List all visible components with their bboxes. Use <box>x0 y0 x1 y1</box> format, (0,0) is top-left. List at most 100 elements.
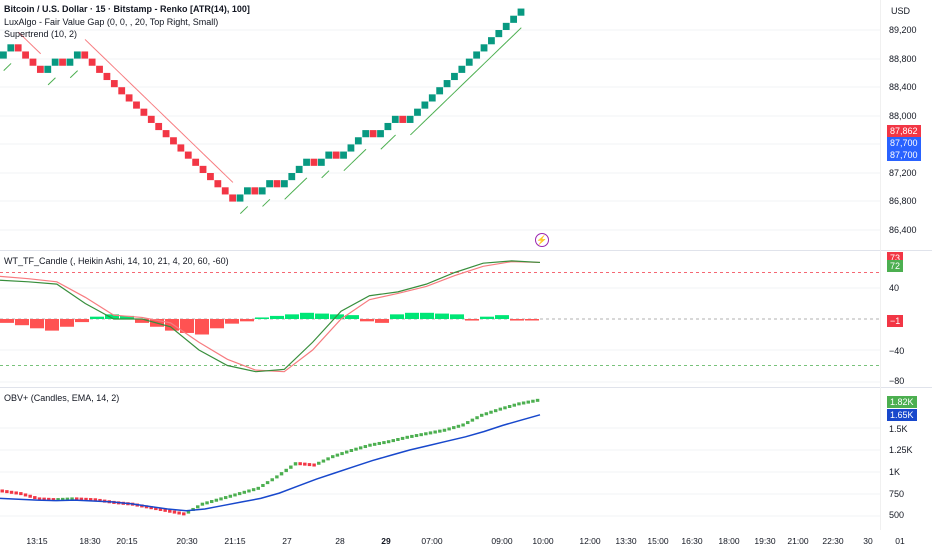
last-price-tag: 87,862 <box>887 125 921 137</box>
time-label: 20:30 <box>176 536 198 546</box>
obv-candle-up <box>261 483 265 487</box>
bear-brick <box>399 115 407 123</box>
price-axis[interactable]: USD 89,200 88,800 88,400 88,000 87,200 8… <box>880 0 932 530</box>
obv-candle-up <box>512 403 517 407</box>
price-tick: 88,000 <box>889 111 917 121</box>
price-tick: 86,800 <box>889 196 917 206</box>
histogram-bar <box>120 315 134 319</box>
supertrend-line <box>143 96 152 105</box>
bear-brick <box>199 165 207 173</box>
bull-brick <box>473 51 481 59</box>
obv-tick: 500 <box>889 510 905 520</box>
obv-candle-down <box>47 497 51 501</box>
bear-brick <box>81 51 89 59</box>
bear-brick <box>192 158 200 166</box>
bull-brick <box>465 58 473 66</box>
supertrend-line <box>498 41 507 50</box>
obv-candle-up <box>251 488 256 492</box>
bull-brick <box>436 87 444 95</box>
supertrend-line <box>358 148 367 157</box>
histogram-bar <box>450 314 464 319</box>
obv-candle-down <box>42 497 46 501</box>
time-axis[interactable]: 13:15 18:30 20:15 20:30 21:15 27 28 29 0… <box>0 530 932 550</box>
supertrend-line <box>410 127 419 136</box>
obv-candle-up <box>531 399 535 403</box>
supertrend-line <box>506 34 515 43</box>
bear-brick <box>273 180 281 188</box>
price-pane[interactable]: Bitcoin / U.S. Dollar · 15 · Bitstamp - … <box>0 0 880 250</box>
time-label: 13:30 <box>615 536 637 546</box>
supertrend-line <box>284 191 293 200</box>
wt-pane[interactable]: WT_TF_Candle (, Heikin Ashi, 14, 10, 21,… <box>0 251 880 387</box>
obv-candle-up <box>265 481 270 485</box>
obv-candle-down <box>172 510 177 514</box>
wt-indicator-label[interactable]: WT_TF_Candle (, Heikin Ashi, 14, 10, 21,… <box>4 256 229 266</box>
histogram-bar <box>375 319 389 323</box>
supertrend-line <box>173 124 182 133</box>
price-tick: 88,800 <box>889 54 917 64</box>
time-label: 15:00 <box>647 536 669 546</box>
bear-brick <box>147 115 155 123</box>
bull-brick <box>236 194 244 202</box>
obv-candle-up <box>186 510 191 514</box>
supertrend-line <box>476 63 485 71</box>
bear-brick <box>125 94 133 102</box>
supertrend-line <box>25 39 34 47</box>
bull-brick <box>303 158 310 166</box>
obv-pane[interactable]: OBV+ (Candles, EMA, 14, 2) <box>0 388 880 530</box>
price-tick: 87,200 <box>889 168 917 178</box>
histogram-bar <box>495 315 509 319</box>
histogram-bar <box>270 315 284 319</box>
obv-candle-up <box>256 486 260 490</box>
symbol-title[interactable]: Bitcoin / U.S. Dollar · 15 · Bitstamp - … <box>4 4 250 14</box>
bull-brick <box>258 187 266 195</box>
bear-brick <box>170 137 177 145</box>
lightning-alert-icon[interactable]: ⚡ <box>535 233 549 247</box>
obv-tick: 1.5K <box>889 424 908 434</box>
obv-candle-up <box>275 475 279 479</box>
bull-brick <box>295 165 303 173</box>
supertrend-line <box>217 167 226 176</box>
obv-candle-up <box>521 401 526 405</box>
obv-candle-up <box>466 421 470 425</box>
histogram-bar <box>405 312 419 319</box>
obv-candle-down <box>19 492 23 496</box>
bull-brick <box>66 58 74 66</box>
supertrend-tag: 87,700 <box>887 137 921 149</box>
pane-separator[interactable] <box>0 387 932 388</box>
bear-brick <box>103 72 111 81</box>
histogram-bar <box>300 312 314 319</box>
obv-candle-up <box>279 472 284 476</box>
obv-candle-up <box>498 407 503 411</box>
time-label: 30 <box>863 536 873 546</box>
obv-tick: 750 <box>889 489 905 499</box>
pane-separator[interactable] <box>0 250 932 251</box>
obv-candle-up <box>438 429 442 433</box>
obv-candle-up <box>326 457 330 461</box>
obv-candle-down <box>74 497 79 501</box>
obv-candle-up <box>447 427 451 431</box>
bull-brick <box>480 44 488 52</box>
bull-brick <box>362 130 370 138</box>
obv-candle-down <box>5 490 9 494</box>
obv-candle-up <box>61 497 65 501</box>
currency-label[interactable]: USD <box>891 6 911 16</box>
indicator-supertrend-label[interactable]: Supertrend (10, 2) <box>4 29 78 39</box>
bear-brick <box>118 87 126 95</box>
supertrend-line <box>99 53 108 62</box>
histogram-bar <box>0 319 14 323</box>
time-label: 27 <box>282 536 292 546</box>
histogram-bar <box>525 319 539 321</box>
histogram-bar <box>345 315 359 319</box>
renko-chart[interactable] <box>0 0 880 250</box>
obv-indicator-label[interactable]: OBV+ (Candles, EMA, 14, 2) <box>4 393 120 403</box>
supertrend-line <box>129 81 138 90</box>
obv-candle-up <box>503 406 507 410</box>
histogram-bar <box>75 319 89 323</box>
time-label: 16:30 <box>681 536 703 546</box>
indicator-fvg-label[interactable]: LuxAlgo - Fair Value Gap (0, 0, , 20, To… <box>4 17 219 27</box>
histogram-bar <box>480 316 494 319</box>
histogram-bar <box>285 314 299 319</box>
obv-candle-down <box>84 497 88 501</box>
bear-brick <box>177 144 185 152</box>
